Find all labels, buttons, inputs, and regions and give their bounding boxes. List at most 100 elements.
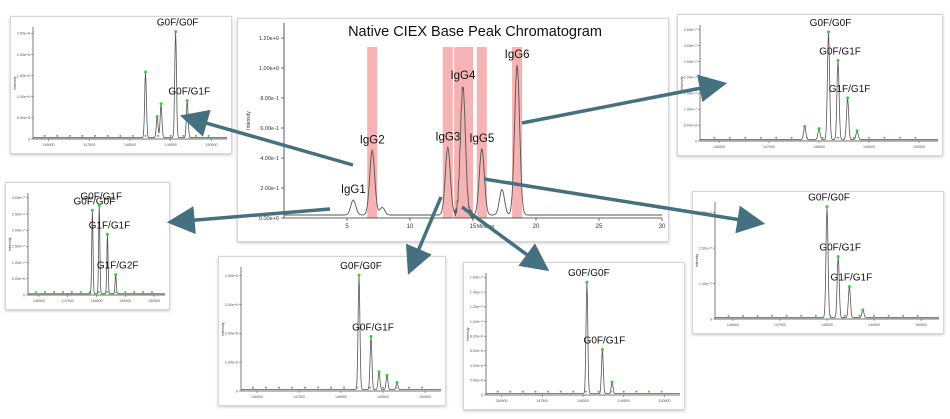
noise-marker — [68, 134, 71, 137]
main-x-tick-label: 25 — [596, 224, 603, 230]
peak-marker — [159, 102, 163, 106]
spectrum-y-tick-label: 1.00e+6 — [225, 360, 238, 364]
noise-marker — [521, 390, 524, 393]
noise-marker — [88, 291, 91, 294]
spectrum-y-tick-label: 5.00e+6 — [684, 123, 697, 127]
spectrum-panel-igg5: 0 1.00e+7 2.00e+7 3.00e+7 146500 147500 148500… — [692, 191, 944, 334]
noise-marker — [728, 136, 731, 139]
spectrum-y-tick-label: 0 — [481, 393, 483, 397]
noise-marker — [119, 134, 122, 137]
noise-marker — [43, 134, 46, 137]
noise-marker — [790, 136, 793, 139]
highlight-band-4 — [512, 47, 523, 218]
spectrum-x-tick-label: 148500 — [124, 143, 136, 147]
peak-marker — [827, 30, 831, 34]
spectrum-trace — [33, 31, 227, 139]
peak-marker — [600, 348, 604, 352]
noise-marker — [821, 136, 824, 139]
noise-marker — [806, 136, 809, 139]
peak-marker — [610, 380, 614, 384]
spectrum-x-tick-label: 149500 — [863, 145, 875, 149]
spectrum-chart-igg4: 0 2.00e+6 4.00e+6 6.00e+6 8.00e+6 1.00e+7 1.20… — [466, 268, 680, 403]
noise-marker — [887, 314, 890, 317]
main-x-axis-label: Minutes — [477, 224, 495, 230]
glycoform-label: G0F/G1F — [168, 87, 210, 98]
main-x-tick-label: 20 — [533, 224, 540, 230]
spectrum-x-tick-label: 148500 — [821, 323, 833, 327]
peak-marker — [144, 70, 148, 74]
noise-marker — [727, 314, 730, 317]
noise-marker — [182, 134, 185, 137]
peak-label-igg5: IgG5 — [469, 133, 494, 145]
spectrum-panel-igg3: 0 1.00e+6 2.00e+6 3.00e+6 4.00e+6 146500 14750… — [218, 256, 446, 406]
peak-marker — [105, 232, 109, 236]
peak-marker — [97, 204, 101, 208]
noise-marker — [207, 134, 210, 137]
spectrum-x-tick-label: 146500 — [713, 145, 725, 149]
noise-marker — [106, 134, 109, 137]
spectrum-x-tick-label: 150500 — [658, 399, 670, 403]
spectrum-x-tick-label: 149500 — [377, 395, 389, 399]
spectrum-panel-igg1: 0 5.00e+6 1.00e+7 1.50e+7 2.00e+7 2.50e+7 3.00… — [5, 182, 170, 310]
noise-marker — [278, 386, 280, 389]
glycoform-label: G0F/G0F — [340, 261, 382, 272]
main-x-tick-label: 10 — [407, 224, 414, 230]
peak-marker — [369, 334, 373, 338]
spectrum-y-tick-label: 3.00e+6 — [225, 303, 238, 307]
spectrum-x-tick-label: 150500 — [148, 299, 160, 303]
spectrum-y-tick-label: 2.00e+7 — [699, 246, 712, 250]
spectrum-x-tick-label: 147500 — [536, 399, 548, 403]
glycoform-label: G0F/G1F — [352, 322, 394, 333]
main-y-tick-label: 1.20e+0 — [259, 36, 279, 42]
spectrum-trace — [241, 275, 441, 390]
spectrum-x-tick-label: 150500 — [915, 323, 927, 327]
spectrum-y-axis-label: Intensity — [466, 327, 470, 341]
noise-marker — [79, 291, 82, 294]
noise-marker — [304, 386, 306, 389]
noise-marker — [56, 134, 59, 137]
spectrum-y-tick-label: 3.00e+7 — [699, 211, 712, 215]
noise-marker — [144, 134, 147, 137]
spectrum-y-tick-label: 2.00e+7 — [12, 229, 25, 233]
noise-marker — [785, 314, 788, 317]
peak-marker — [846, 96, 850, 100]
noise-marker — [142, 291, 145, 294]
spectrum-x-tick-label: 150500 — [419, 395, 431, 399]
spectrum-x-tick-label: 149500 — [868, 323, 880, 327]
spectrum-y-axis-label: Intensity — [680, 76, 684, 90]
peak-marker — [847, 285, 851, 289]
noise-marker — [115, 291, 118, 294]
spectrum-y-tick-label: 0 — [695, 139, 697, 143]
spectrum-y-tick-label: 5.00e+5 — [17, 116, 30, 120]
noise-marker — [150, 291, 153, 294]
spectrum-x-tick-label: 146500 — [496, 399, 508, 403]
spectrum-y-tick-label: 2.50e+7 — [12, 212, 25, 216]
spectrum-y-tick-label: 1.00e+7 — [12, 261, 25, 265]
noise-marker — [713, 136, 716, 139]
spectrum-x-tick-label: 149500 — [119, 299, 131, 303]
main-chart-title: Native CIEX Base Peak Chromatogram — [348, 24, 602, 40]
spectrum-y-tick-label: 2.50e+7 — [684, 60, 697, 64]
spectrum-trace — [715, 206, 939, 319]
spectrum-y-axis-label: Intensity — [8, 237, 12, 251]
noise-marker — [35, 291, 38, 294]
spectrum-y-tick-label: 1.60e+7 — [470, 276, 483, 280]
main-x-tick-label: 30 — [659, 224, 666, 230]
spectrum-y-tick-label: 2.50e+6 — [17, 32, 30, 36]
peak-marker — [185, 99, 189, 103]
noise-marker — [133, 291, 136, 294]
spectrum-x-tick-label: 148500 — [91, 299, 103, 303]
spectrum-panel-igg6: 0 5.00e+6 1.00e+7 1.50e+7 2.00e+7 2.50e+7 3.00… — [677, 14, 943, 156]
noise-marker — [902, 314, 905, 317]
noise-marker — [742, 314, 744, 317]
highlight-band-0 — [367, 47, 378, 218]
noise-marker — [496, 390, 499, 393]
noise-marker — [883, 136, 886, 139]
glycoform-label: G0F/G1F — [584, 336, 626, 347]
main-x-tick-label: 5 — [345, 224, 349, 230]
spectrum-y-axis-label: Intensity — [695, 254, 699, 268]
noise-marker — [356, 386, 358, 389]
peak-marker — [377, 370, 381, 374]
noise-marker — [873, 314, 876, 317]
noise-marker — [157, 134, 160, 137]
